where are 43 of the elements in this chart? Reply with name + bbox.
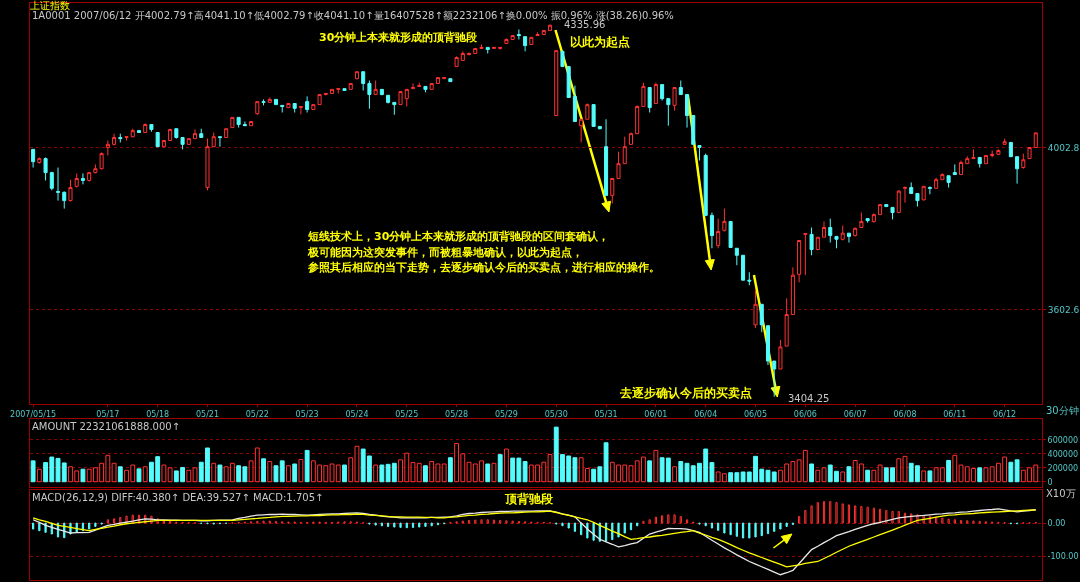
x-tick-label: 06/04 [694,409,718,419]
annotation: 顶背驰段 [504,492,554,506]
x-tick-label: 2007/05/15 [10,409,57,419]
y-tick-label: 600000 [1047,435,1079,445]
x-tick-label: 05/31 [594,409,618,419]
x-tick-label: 05/22 [245,409,269,419]
y-tick-label: 200000 [1047,463,1079,473]
annotation: 30分钟上本来就形成的顶背驰段 [319,31,479,44]
annotation: 短线技术上，30分钟上本来就形成的顶背驰段的区间套确认， [307,230,610,243]
x-tick-label: 05/18 [146,409,170,419]
y-tick-label: 3602.6 [1047,304,1080,315]
chart-title: 上证指数 [30,0,70,11]
x-tick-label: 06/07 [843,409,867,419]
annotation: 参照其后相应的当下走势，去逐步确认今后的买卖点，进行相应的操作。 [307,261,660,274]
annotation: 以此为起点 [570,35,630,49]
y-tick-label: 0 [1047,477,1053,487]
x-tick-label: 06/06 [793,409,817,419]
y-tick-label: -100.00 [1047,551,1079,561]
x-tick-label: 06/08 [893,409,917,419]
annotation: 1A0001 2007/06/12 开4002.79↑高4041.10↑低4002.79↑收4041.10↑量16407528↑额2232106↑换0.00% 振0.96% 涨(38.26)0.96% [32,10,674,21]
annotation: 极可能因为这突发事件，而被粗暴地确认，以此为起点， [307,246,583,259]
annotation: 4335.96 [564,19,606,30]
annotation: MACD(26,12,9) DIFF:40.380↑ DEA:39.527↑ MACD:1.705↑ [32,492,324,503]
x-tick-label: 05/21 [195,409,220,419]
x-tick-label: 05/25 [395,409,419,419]
x-tick-label: 05/30 [544,409,568,419]
y-tick-label: 4002.8 [1047,142,1080,153]
x-tick-label: 05/29 [494,409,518,419]
x-tick-label: 06/01 [644,409,668,419]
annotation: AMOUNT 22321061888.000↑ [32,421,181,432]
x-tick-label: 06/05 [744,409,768,419]
x-tick-label: 05/28 [445,409,469,419]
x-tick-label: 05/17 [96,409,120,419]
y-tick-label: 400000 [1047,449,1079,459]
text: 30分钟 [1046,405,1079,416]
text: X10万 [1046,488,1076,499]
x-tick-label: 05/23 [295,409,319,419]
annotation: 去逐步确认今后的买卖点 [619,386,752,400]
y-tick-label: 0.00 [1047,518,1066,528]
x-tick-label: 06/12 [993,409,1017,419]
x-tick-label: 05/24 [345,409,369,419]
x-tick-label: 06/11 [943,409,967,419]
annotation: 3404.25 [788,393,830,404]
